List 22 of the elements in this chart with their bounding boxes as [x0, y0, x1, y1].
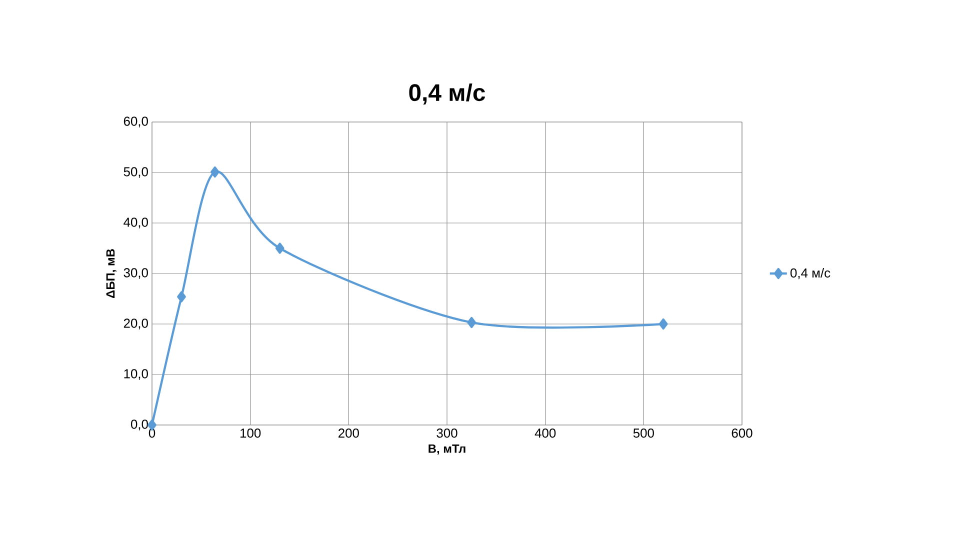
point: [275, 242, 284, 254]
x-tick-label: 100: [240, 428, 261, 438]
x-tick-label: 300: [436, 428, 458, 438]
y-axis-title: ΔБП, мВ: [106, 249, 116, 298]
x-tick-label: 200: [338, 428, 359, 438]
chart-title: 0,4 м/с: [409, 84, 486, 105]
x-tick-label: 500: [633, 428, 654, 438]
point: [658, 318, 668, 330]
x-axis-title: B, мТл: [428, 444, 466, 455]
y-tick-label: 50,0: [124, 167, 148, 178]
y-tick-label: 30,0: [124, 268, 148, 279]
x-tick-label: 400: [534, 428, 556, 438]
x-tick-label: 600: [732, 428, 752, 438]
y-tick-label: 20,0: [124, 318, 148, 330]
y-tick-label: 40,0: [124, 218, 148, 228]
point: [467, 316, 476, 328]
legend-label: 0,4 м/с: [790, 268, 830, 280]
y-tick-label: 10,0: [124, 369, 148, 380]
y-tick-label: 0,0: [130, 420, 148, 430]
point: [210, 166, 220, 178]
point: [177, 291, 186, 302]
y-tick-label: 60,0: [124, 116, 148, 128]
